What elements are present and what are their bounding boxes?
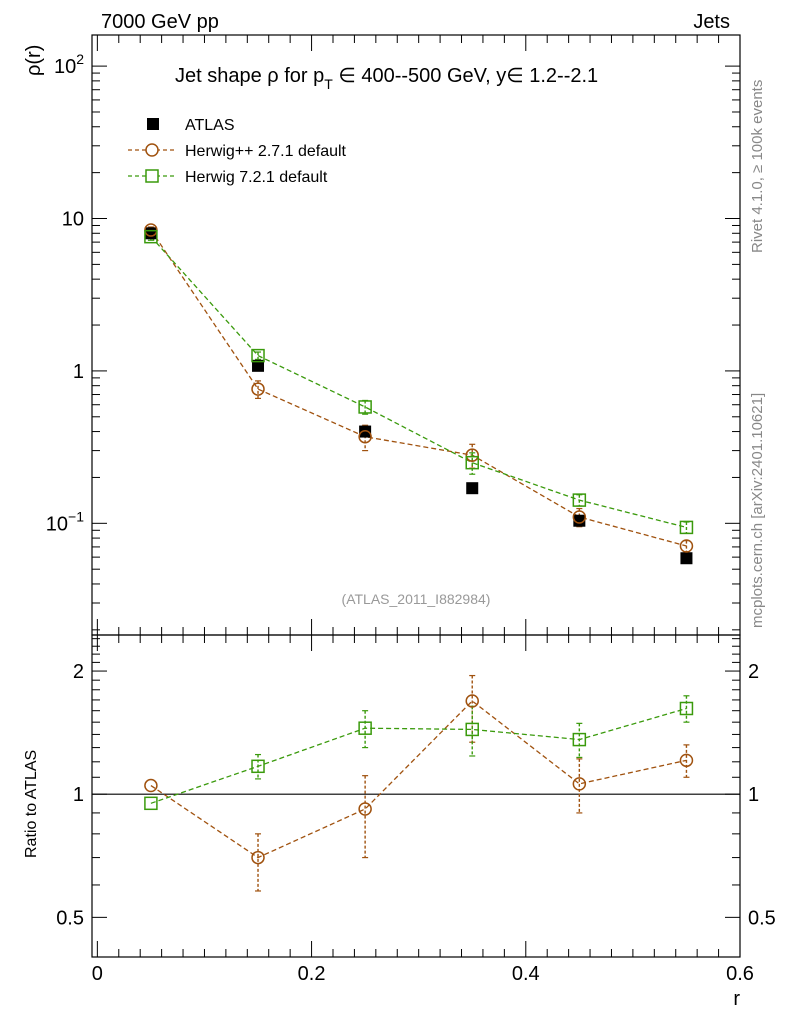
x-tick-label: 0 [92,963,103,985]
main-point-herwig-7-2-1-default [358,400,372,414]
ratio-line-herwig-7-2-1-default [150,707,687,804]
x-tick-label: 0.6 [726,963,754,985]
main-point-herwig-7-2-1-default [572,493,587,507]
main-point-herwig-2-7-1-default [679,539,694,553]
main-y-tick-label: 1 [73,361,84,383]
ratio-y-tick-label-left: 1 [73,784,84,806]
ratio-line-herwig-2-7-1-default [150,700,687,859]
ratio-point-herwig-7-2-1-default [144,796,158,811]
main-point-herwig-2-7-1-default [572,510,587,524]
ratio-point-herwig-7-2-1-default [572,732,587,747]
x-tick-label: 0.2 [298,963,326,985]
ratio-point-herwig-2-7-1-default [572,777,587,791]
main-point-herwig-7-2-1-default [465,455,479,470]
ratio-y-axis-label: Ratio to ATLAS [23,750,40,858]
main-point-herwig-2-7-1-default [465,448,479,462]
main-y-tick-label: 10 [62,209,84,231]
ratio-plot-frame [91,634,741,958]
plot-title: Jet shape ρ for pT ∈ 400--500 GeV, y∈ 1.… [175,65,598,92]
analysis-id-watermark: (ATLAS_2011_I882984) [342,591,491,607]
main-y-tick-base: 10 [62,209,84,231]
legend-herwig7-label: Herwig 7.2.1 default [185,169,328,186]
legend-herwig7-marker [145,169,159,183]
main-y-tick-base: 10 [46,513,68,535]
ratio-y-tick-label-right: 2 [748,661,759,683]
ratio-point-herwig-7-2-1-default [679,701,694,716]
legend: ATLAS Herwig++ 2.7.1 default Herwig 7.2.… [128,117,347,186]
ratio-point-herwig-7-2-1-default [358,721,372,735]
ratio-y-tick-label-right: 0.5 [748,907,776,929]
collision-label: 7000 GeV pp [101,11,219,33]
ratio-point-herwig-2-7-1-default [144,778,158,793]
ratio-point-herwig-2-7-1-default [358,802,372,816]
ratio-point-herwig-2-7-1-default [679,753,694,768]
main-point-atlas [573,514,586,527]
main-y-tick-exponent: −1 [68,508,84,524]
ratio-y-tick-label-left: 2 [73,661,84,683]
main-line-herwig-7-2-1-default [150,236,687,529]
ratio-point-herwig-2-7-1-default [465,694,479,708]
rivet-version-label: Rivet 4.1.0, ≥ 100k events [749,80,766,253]
legend-atlas-label: ATLAS [185,117,235,134]
main-point-atlas [466,482,479,495]
main-point-herwig-7-2-1-default [251,348,265,363]
ratio-point-herwig-7-2-1-default [251,759,265,774]
main-point-atlas [252,359,265,372]
main-y-tick-base: 1 [73,361,84,383]
ratio-point-herwig-7-2-1-default [465,722,479,737]
main-y-tick-base: 10 [54,56,76,78]
plot-title-prefix: Jet shape ρ for p [175,65,324,87]
process-label: Jets [693,11,730,33]
ratio-y-tick-label-right: 1 [748,784,759,806]
x-axis-label: r [733,988,740,1010]
legend-herwigpp-label: Herwig++ 2.7.1 default [185,143,347,160]
main-point-herwig-7-2-1-default [144,229,158,244]
legend-atlas-marker [147,118,159,130]
main-point-herwig-2-7-1-default [251,382,265,396]
series-group [144,223,694,892]
main-y-tick-label: 10−1 [46,508,84,535]
main-point-atlas [680,552,693,565]
main-point-herwig-2-7-1-default [358,429,372,444]
main-point-atlas [359,425,372,438]
plot-title-subscript: T [324,76,333,92]
ratio-y-tick-label-left: 0.5 [56,907,84,929]
legend-herwigpp-marker [145,143,159,157]
main-y-tick-label: 102 [54,51,84,78]
main-y-axis-label: ρ(r) [23,45,45,76]
main-line-herwig-2-7-1-default [150,229,687,547]
mcplots-label: mcplots.cern.ch [arXiv:2401.10621] [749,393,766,628]
ratio-point-herwig-2-7-1-default [251,850,265,865]
plot-title-suffix: ∈ 400--500 GeV, y∈ 1.2--2.1 [333,65,598,87]
x-tick-label: 0.4 [512,963,540,985]
main-y-tick-exponent: 2 [76,51,84,67]
main-point-herwig-7-2-1-default [679,520,694,535]
